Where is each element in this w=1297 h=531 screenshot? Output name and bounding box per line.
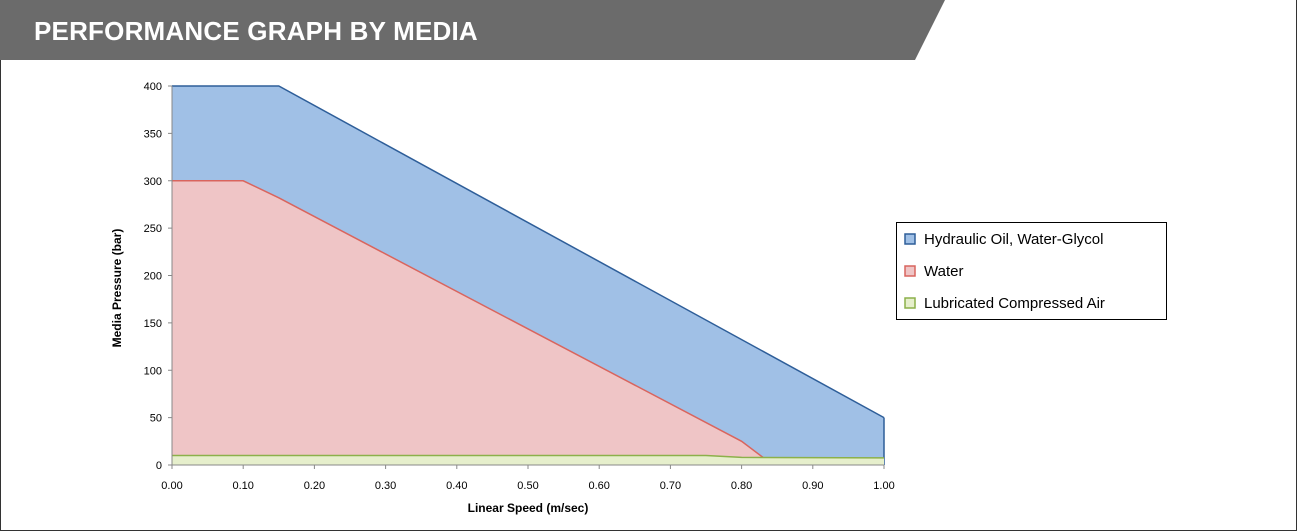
x-tick-labels: 0.00 0.10 0.20 0.30 0.40 0.50 0.60 0.70 0.80 0.90…	[161, 480, 894, 492]
y-tick-label: 300	[144, 176, 162, 188]
y-axis-label: Media Pressure (bar)	[110, 229, 124, 348]
y-tick-label: 250	[144, 223, 162, 235]
y-tick-label: 200	[144, 271, 162, 283]
y-tick-labels: 0 50 100 150 200 250 300 350 400	[144, 81, 162, 472]
x-tick-label: 0.00	[161, 480, 182, 492]
legend-swatch-hydraulic	[904, 233, 916, 245]
legend-label-air: Lubricated Compressed Air	[924, 295, 1105, 312]
x-tick-label: 0.80	[731, 480, 752, 492]
legend: Hydraulic Oil, Water-Glycol Water Lubricat…	[896, 222, 1167, 320]
y-tick-label: 150	[144, 318, 162, 330]
x-tick-label: 0.90	[802, 480, 823, 492]
header-tab-shape	[0, 0, 945, 60]
y-tick-label: 400	[144, 81, 162, 93]
series-areas	[172, 85, 885, 466]
x-tick-label: 0.50	[517, 480, 538, 492]
x-tick-label: 0.30	[375, 480, 396, 492]
legend-box	[896, 222, 1167, 320]
x-tick-label: 1.00	[873, 480, 894, 492]
axes	[168, 85, 885, 469]
x-tick-label: 0.60	[588, 480, 609, 492]
legend-label-hydraulic: Hydraulic Oil, Water-Glycol	[924, 231, 1103, 248]
y-tick-label: 50	[150, 413, 162, 425]
legend-label-water: Water	[924, 263, 963, 280]
area-water	[172, 180, 763, 466]
x-tick-label: 0.10	[232, 480, 253, 492]
y-tick-label: 350	[144, 128, 162, 140]
line-hydraulic	[172, 85, 885, 419]
x-tick-label: 0.40	[446, 480, 467, 492]
x-tick-label: 0.20	[304, 480, 325, 492]
header-tab	[0, 0, 945, 60]
y-tick-label: 100	[144, 365, 162, 377]
page-title: PERFORMANCE GRAPH BY MEDIA	[34, 16, 478, 46]
legend-swatch-water	[904, 265, 916, 277]
x-tick-label: 0.70	[660, 480, 681, 492]
legend-swatch-air	[904, 297, 916, 309]
x-axis-label: Linear Speed (m/sec)	[468, 501, 589, 515]
line-water	[172, 180, 764, 458]
line-air	[172, 454, 885, 459]
area-air	[172, 455, 884, 465]
y-tick-label: 0	[156, 460, 162, 472]
